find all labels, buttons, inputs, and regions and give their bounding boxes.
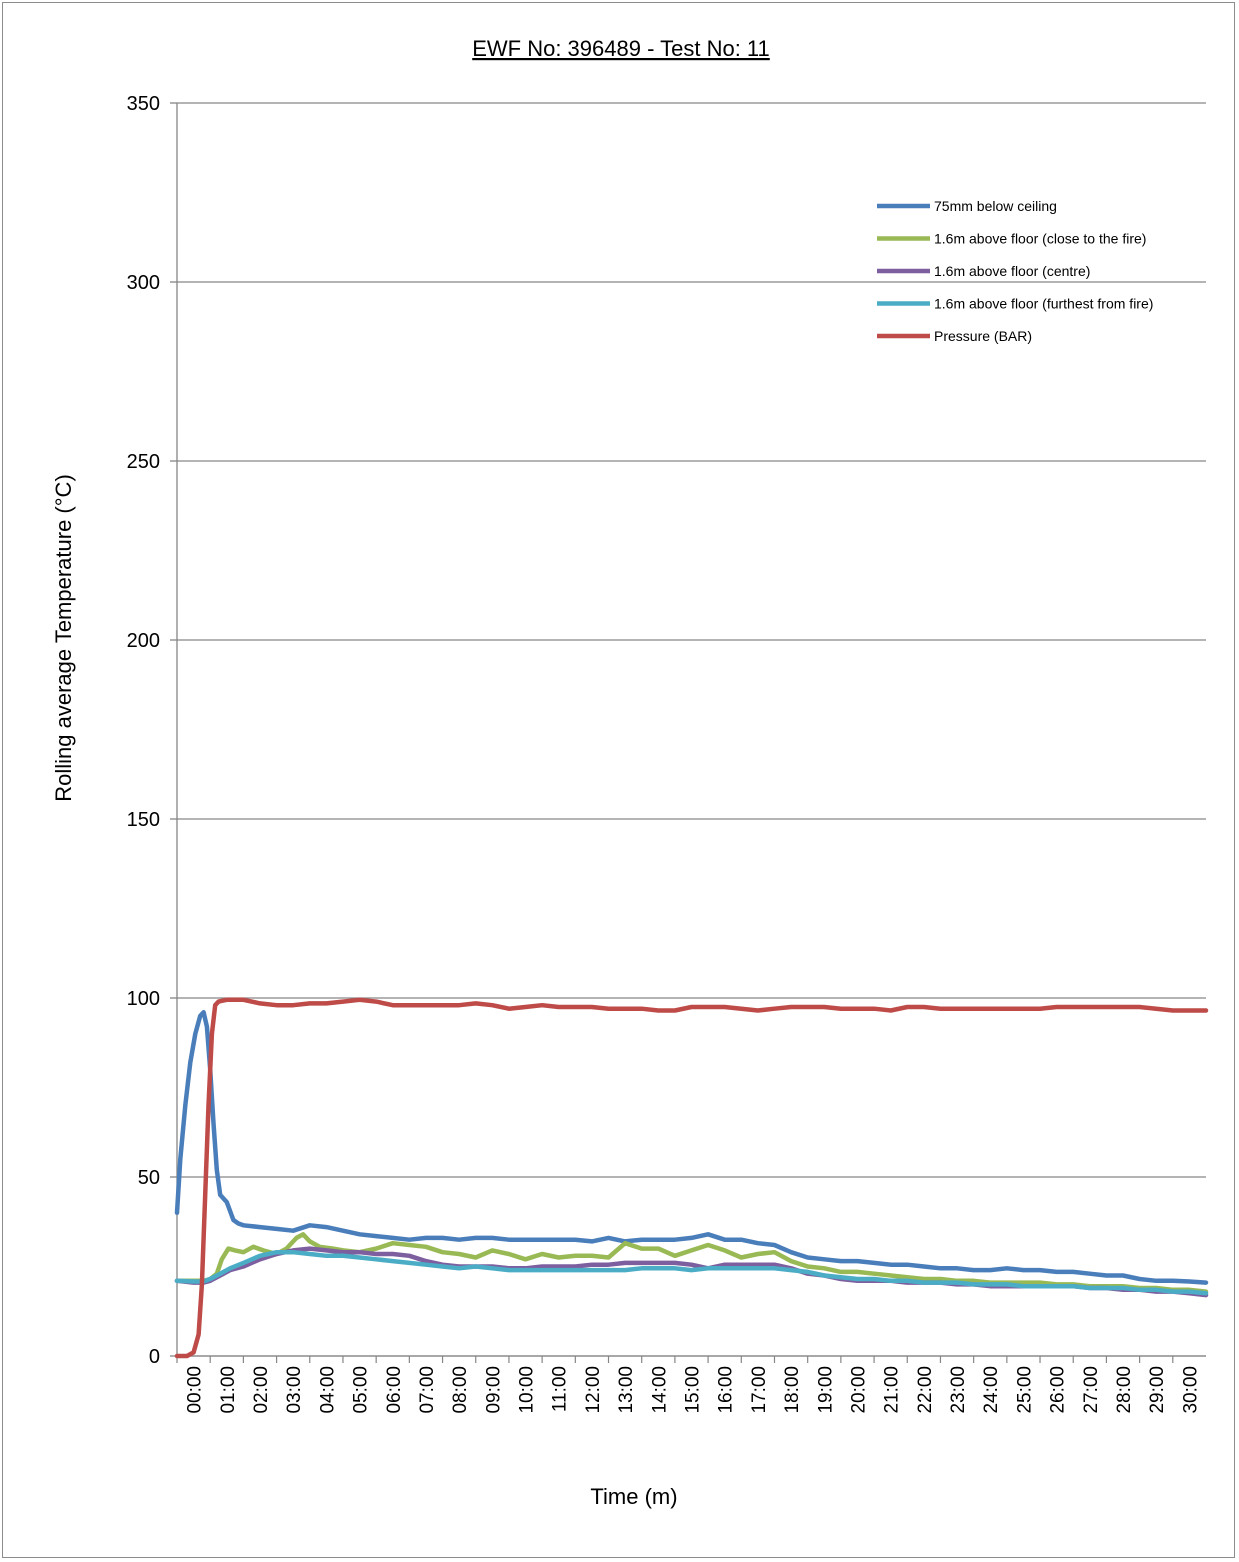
x-tick-label: 27:00	[1081, 1366, 1102, 1414]
y-tick-label: 350	[127, 93, 160, 115]
x-tick-label: 06:00	[384, 1366, 405, 1414]
x-tick-label: 12:00	[583, 1366, 604, 1414]
x-tick-label: 26:00	[1048, 1366, 1069, 1414]
x-tick-label: 17:00	[749, 1366, 770, 1414]
y-tick-label: 50	[138, 1167, 160, 1189]
x-tick-label: 30:00	[1180, 1366, 1201, 1414]
x-tick-label: 15:00	[683, 1366, 704, 1414]
y-axis-ticks: 0 50 100 150 200 250 300 350	[127, 93, 160, 1368]
x-axis-ticks: 00:00 01:00 02:00 03:00 04:00 05:00 06:00 07:00…	[185, 1366, 1202, 1414]
x-tick-label: 19:00	[815, 1366, 836, 1414]
x-tick-label: 24:00	[981, 1366, 1002, 1414]
series-line-1	[177, 1012, 1206, 1282]
x-tick-label: 21:00	[882, 1366, 903, 1414]
gridlines	[170, 103, 1206, 1363]
chart-title: EWF No: 396489 - Test No: 11	[472, 36, 770, 61]
x-tick-label: 16:00	[716, 1366, 737, 1414]
y-tick-label: 300	[127, 272, 160, 294]
y-tick-label: 250	[127, 451, 160, 473]
y-tick-label: 0	[149, 1346, 160, 1368]
x-tick-label: 29:00	[1147, 1366, 1168, 1414]
x-tick-label: 02:00	[251, 1366, 272, 1414]
y-tick-label: 200	[127, 630, 160, 652]
x-tick-label: 11:00	[550, 1366, 571, 1412]
x-tick-label: 14:00	[649, 1366, 670, 1414]
x-tick-label: 09:00	[483, 1366, 504, 1414]
x-tick-label: 04:00	[317, 1366, 338, 1414]
legend-label: 1.6m above floor (furthest from fire)	[934, 296, 1153, 312]
x-tick-label: 01:00	[218, 1366, 239, 1414]
x-tick-label: 08:00	[450, 1366, 471, 1414]
x-tick-label: 18:00	[782, 1366, 803, 1414]
x-tick-label: 22:00	[915, 1366, 936, 1414]
series-lines	[177, 1000, 1206, 1356]
y-tick-label: 150	[127, 809, 160, 831]
x-tick-label: 05:00	[351, 1366, 372, 1414]
x-axis-label: Time (m)	[590, 1484, 677, 1509]
x-tick-label: 25:00	[1014, 1366, 1035, 1414]
y-tick-label: 100	[127, 988, 160, 1010]
legend-label: 1.6m above floor (centre)	[934, 263, 1090, 279]
legend-label: 75mm below ceiling	[934, 198, 1057, 214]
series-line-5	[177, 1000, 1206, 1356]
x-tick-label: 23:00	[948, 1366, 969, 1414]
x-tick-label: 28:00	[1114, 1366, 1135, 1414]
legend-label: Pressure (BAR)	[934, 328, 1032, 344]
x-tick-label: 10:00	[517, 1366, 538, 1414]
legend-label: 1.6m above floor (close to the fire)	[934, 231, 1146, 247]
x-tick-label: 00:00	[185, 1366, 206, 1414]
x-tick-label: 13:00	[616, 1366, 637, 1414]
x-tick-label: 20:00	[848, 1366, 869, 1414]
legend: 75mm below ceiling 1.6m above floor (clos…	[877, 198, 1153, 344]
x-tick-label: 07:00	[417, 1366, 438, 1414]
y-axis-label: Rolling average Temperature (°C)	[51, 474, 76, 802]
x-tick-label: 03:00	[284, 1366, 305, 1414]
